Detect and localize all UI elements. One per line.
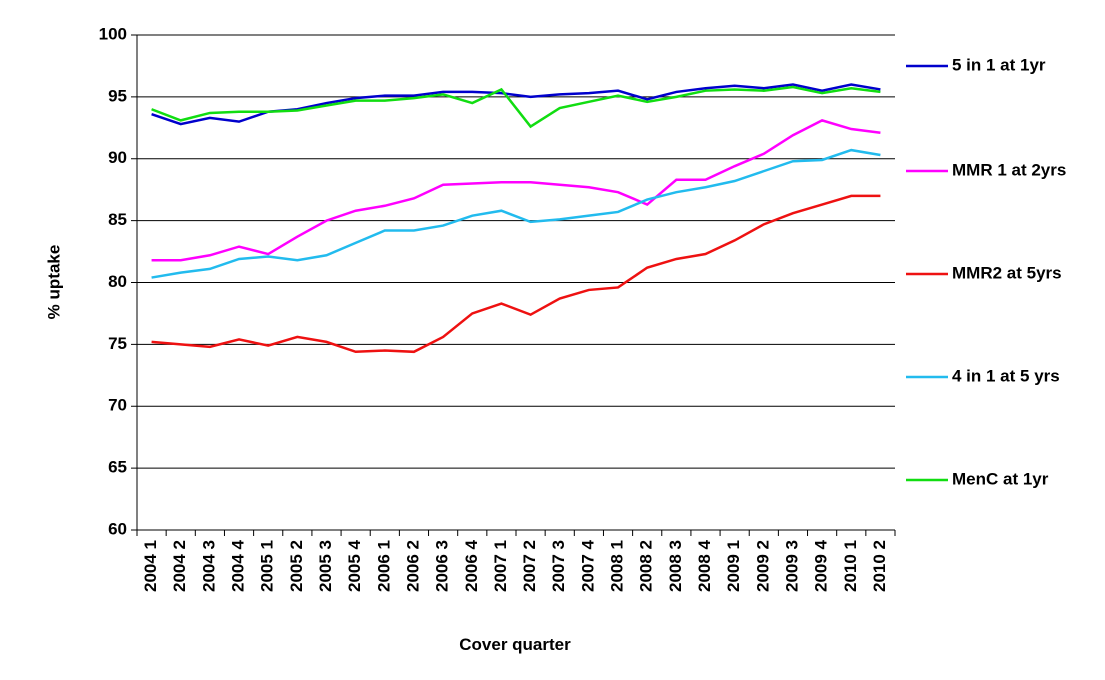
x-tick-label: 2005 1: [258, 540, 277, 592]
x-tick-label: 2006 1: [374, 540, 393, 592]
series-line: [151, 119, 881, 262]
series-line: [151, 194, 881, 354]
legend-label: MenC at 1yr: [952, 469, 1049, 488]
x-tick-label: 2007 2: [520, 540, 539, 592]
x-tick-label: 2010 2: [870, 540, 889, 592]
x-tick-label: 2008 3: [666, 540, 685, 592]
y-tick-label: 90: [108, 148, 127, 167]
series-line: [151, 85, 881, 129]
x-tick-label: 2006 3: [433, 540, 452, 592]
y-tick-label: 75: [108, 334, 127, 353]
x-tick-label: 2006 2: [403, 540, 422, 592]
x-tick-label: 2004 4: [229, 539, 248, 592]
y-tick-label: 70: [108, 396, 127, 415]
y-tick-label: 80: [108, 272, 127, 291]
x-tick-label: 2004 3: [199, 540, 218, 592]
x-tick-label: 2009 3: [782, 540, 801, 592]
x-tick-label: 2005 4: [345, 539, 364, 592]
x-tick-label: 2008 1: [608, 540, 627, 592]
x-tick-label: 2005 3: [316, 540, 335, 592]
x-tick-label: 2004 1: [141, 540, 160, 592]
y-tick-label: 85: [108, 210, 127, 229]
x-tick-label: 2010 1: [841, 540, 860, 592]
x-tick-label: 2009 2: [753, 540, 772, 592]
x-tick-label: 2006 4: [462, 539, 481, 592]
legend-label: 5 in 1 at 1yr: [952, 55, 1046, 74]
x-tick-label: 2007 4: [578, 539, 597, 592]
y-tick-label: 65: [108, 458, 127, 477]
y-axis-label: % uptake: [44, 245, 63, 320]
x-tick-label: 2008 2: [637, 540, 656, 592]
x-tick-label: 2005 2: [287, 540, 306, 592]
x-tick-label: 2009 1: [724, 540, 743, 592]
y-tick-label: 100: [99, 24, 127, 43]
x-tick-label: 2004 2: [170, 540, 189, 592]
legend-label: MMR2 at 5yrs: [952, 263, 1062, 282]
legend-label: MMR 1 at 2yrs: [952, 160, 1066, 179]
x-tick-label: 2008 4: [695, 539, 714, 592]
x-axis-label: Cover quarter: [459, 635, 571, 654]
series-line: [151, 148, 881, 279]
x-tick-label: 2007 1: [491, 540, 510, 592]
x-tick-label: 2007 3: [549, 540, 568, 592]
y-tick-label: 95: [108, 86, 127, 105]
legend-label: 4 in 1 at 5 yrs: [952, 366, 1060, 385]
x-tick-label: 2009 4: [812, 539, 831, 592]
y-tick-label: 60: [108, 519, 127, 538]
